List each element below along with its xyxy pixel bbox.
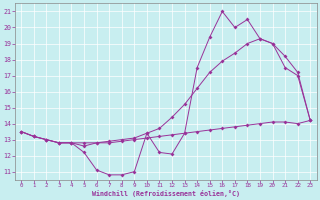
X-axis label: Windchill (Refroidissement éolien,°C): Windchill (Refroidissement éolien,°C): [92, 190, 240, 197]
